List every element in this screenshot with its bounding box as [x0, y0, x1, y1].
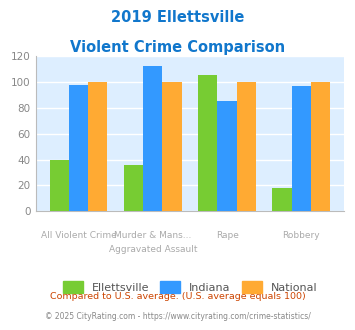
Text: Aggravated Assault: Aggravated Assault — [109, 245, 197, 253]
Bar — [198, 76, 217, 211]
Bar — [69, 84, 88, 211]
Bar — [237, 82, 256, 211]
Bar — [217, 101, 237, 211]
Bar — [311, 82, 330, 211]
Text: Violent Crime Comparison: Violent Crime Comparison — [70, 40, 285, 54]
Text: Murder & Mans...: Murder & Mans... — [114, 231, 191, 240]
Bar — [88, 82, 108, 211]
Legend: Ellettsville, Indiana, National: Ellettsville, Indiana, National — [57, 276, 323, 298]
Text: Compared to U.S. average. (U.S. average equals 100): Compared to U.S. average. (U.S. average … — [50, 292, 305, 301]
Bar — [143, 66, 163, 211]
Text: 2019 Ellettsville: 2019 Ellettsville — [111, 10, 244, 25]
Text: © 2025 CityRating.com - https://www.cityrating.com/crime-statistics/: © 2025 CityRating.com - https://www.city… — [45, 312, 310, 321]
Bar — [163, 82, 182, 211]
Text: All Violent Crime: All Violent Crime — [40, 231, 116, 240]
Bar — [50, 159, 69, 211]
Text: Robbery: Robbery — [283, 231, 320, 240]
Bar — [124, 165, 143, 211]
Text: Rape: Rape — [215, 231, 239, 240]
Bar — [292, 86, 311, 211]
Bar — [272, 188, 292, 211]
